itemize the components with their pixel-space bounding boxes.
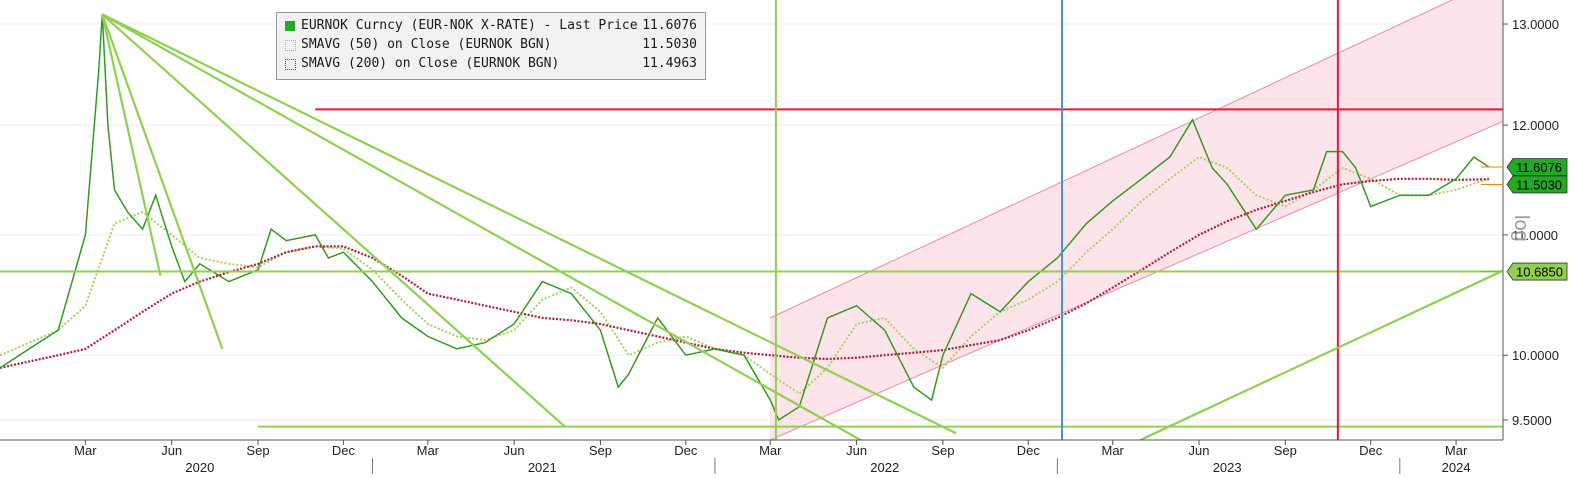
fan-line-1 [101,13,224,350]
last-value-tags: 11.6076 11.5030 10.6850 [1481,158,1568,281]
y-tick-label: 13.0000 [1512,17,1559,32]
legend-square-icon [285,21,295,31]
x-tick-label: Dec [1017,443,1041,458]
x-tick-label: Mar [74,443,97,458]
x-year-label: 2020 [185,460,214,475]
last-value-label: 11.5030 [1516,177,1562,192]
channel-band [770,0,1503,440]
x-tick-label: Jun [1189,443,1210,458]
chart-legend: EURNOK Curncy (EUR-NOK X-RATE) - Last Pr… [276,12,706,80]
x-year-label: 2022 [870,460,899,475]
fan-line-4 [101,13,957,435]
legend-item-price: EURNOK Curncy (EUR-NOK X-RATE) - Last Pr… [283,17,697,35]
x-tick-label: Sep [246,443,269,458]
x-year-label: 2024 [1442,460,1471,475]
x-tick-label: Jun [846,443,867,458]
legend-value: 11.4963 [642,56,697,71]
last-value-tag [1506,175,1568,194]
x-tick-label: Sep [1274,443,1297,458]
last-value-tag [1506,158,1568,176]
fan-line-3 [101,13,863,440]
y-axis-scale-label: log [1510,215,1532,242]
legend-value: 11.5030 [642,37,697,52]
last-value-label: 11.6076 [1516,160,1562,175]
legend-label: SMAVG (50) on Close (EURNOK BGN) [301,37,552,52]
y-tick-label: 11.0000 [1512,228,1558,243]
legend-item-sma50: SMAVG (50) on Close (EURNOK BGN) 11.5030 [283,36,697,54]
last-value-label: 10.6850 [1516,265,1563,280]
trend-line-0 [1137,269,1503,440]
channel-upper-line [770,0,1454,319]
legend-dotted-square-icon [285,40,296,51]
x-tick-label: Mar [417,443,440,458]
regression-channel [770,0,1503,440]
last-value-tag [1506,262,1568,281]
x-tick-label: Sep [589,443,612,458]
price-line [0,14,1490,422]
x-tick-label: Mar [1102,443,1125,458]
x-tick-label: Jun [504,443,525,458]
x-tick-label: Mar [1445,443,1468,458]
y-tick-label: 12.0000 [1512,118,1559,133]
x-year-label: 2021 [528,460,557,475]
sma50-line [0,155,1490,395]
annotation-lines [0,0,1503,440]
legend-label: EURNOK Curncy (EUR-NOK X-RATE) - Last Pr… [301,18,638,33]
legend-item-sma200: SMAVG (200) on Close (EURNOK BGN) 11.496… [283,55,697,73]
x-tick-label: Dec [332,443,356,458]
x-tick-label: Jun [161,443,182,458]
axes: 9.5000 10.0000 11.0000 12.0000 13.0000 log Mar… [0,0,1559,475]
x-tick-label: Dec [674,443,698,458]
y-tick-label: 10.0000 [1512,348,1559,363]
fan-line-2 [101,13,566,428]
sma200-line [0,177,1489,369]
legend-label: SMAVG (200) on Close (EURNOK BGN) [301,56,560,71]
legend-dotted-square-icon [285,59,296,70]
fan-line-0 [101,14,162,276]
legend-value: 11.6076 [642,18,697,33]
x-year-label: 2023 [1213,460,1242,475]
x-tick-label: Dec [1359,443,1383,458]
y-tick-label: 9.5000 [1512,413,1552,428]
x-tick-label: Sep [931,443,954,458]
price-series [0,14,1490,422]
x-tick-label: Mar [759,443,782,458]
